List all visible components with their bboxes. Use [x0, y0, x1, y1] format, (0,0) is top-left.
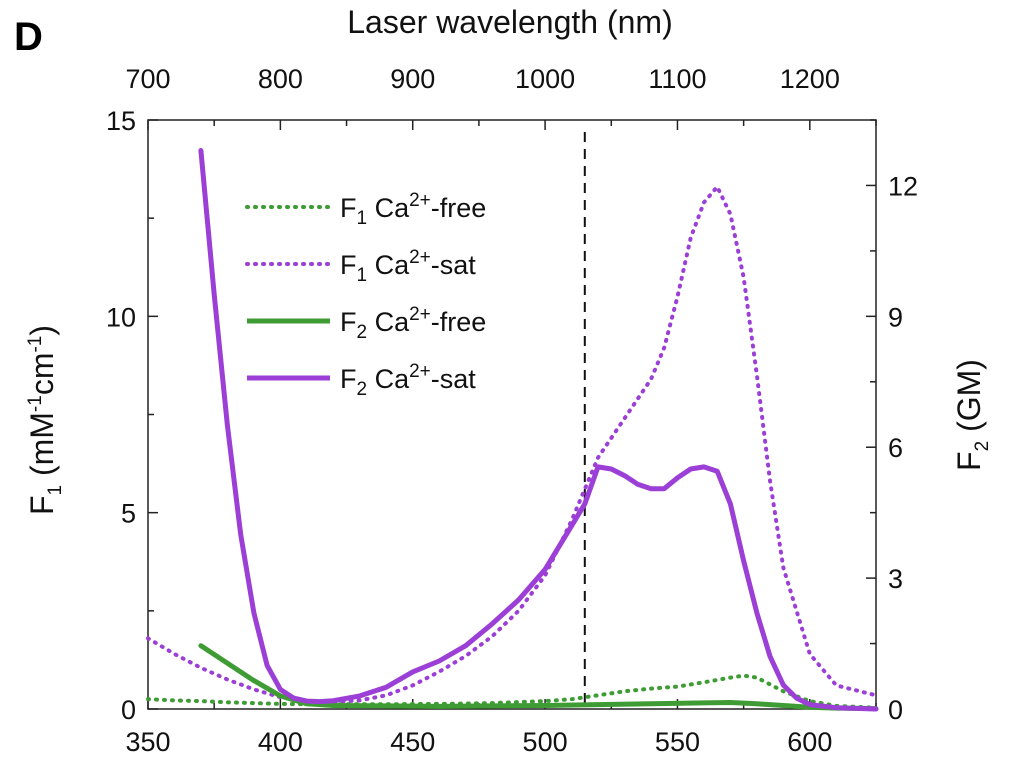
series-f2-ca-sat	[198, 148, 879, 712]
x-top-tick-label: 800	[258, 64, 303, 94]
legend-label-f1-sat: F1 Ca2+-sat	[340, 247, 476, 286]
y-left-tick-label: 10	[106, 302, 136, 332]
legend-item-f1-sat: F1 Ca2+-sat	[245, 247, 476, 286]
data-series	[146, 132, 879, 712]
legend-label-f1-free: F1 Ca2+-free	[340, 190, 486, 229]
y-right-axis-title: F2 (GM)	[951, 359, 993, 471]
y-left-tick-label: 15	[106, 106, 136, 136]
x-bottom-tick-label: 600	[787, 727, 832, 757]
x-bottom-tick-label: 450	[390, 727, 435, 757]
x-bottom-tick-label: 500	[523, 727, 568, 757]
legend-label-f2-free: F2 Ca2+-free	[340, 304, 486, 343]
x-top-tick-label: 1200	[780, 64, 840, 94]
series-f2-ca-free	[198, 643, 879, 712]
y-right-tick-label: 3	[888, 564, 903, 594]
x-top-tick-label: 700	[125, 64, 170, 94]
y-left-tick-label: 0	[121, 695, 136, 725]
series-f1-ca-free	[146, 673, 878, 710]
y-left-tick-label: 5	[121, 499, 136, 529]
y-left-axis-title: F1 (mM-1cm-1)	[24, 325, 66, 515]
legend-item-f2-sat: F2 Ca2+-sat	[247, 361, 476, 400]
x-bottom-tick-label: 550	[655, 727, 700, 757]
x-top-tick-label: 900	[390, 64, 435, 94]
y-right-tick-label: 12	[888, 171, 918, 201]
legend-item-f2-free: F2 Ca2+-free	[247, 304, 486, 343]
x-top-tick-label: 1000	[515, 64, 575, 94]
y-right-tick-label: 9	[888, 302, 903, 332]
legend-item-f1-free: F1 Ca2+-free	[245, 190, 486, 229]
x-top-tick-label: 1100	[648, 64, 706, 94]
x-bottom-tick-label: 400	[258, 727, 303, 757]
x-top-axis-title: Laser wavelength (nm)	[347, 4, 672, 40]
y-right-tick-label: 0	[888, 695, 903, 725]
panel-label: D	[14, 15, 43, 59]
x-bottom-tick-label: 350	[125, 727, 170, 757]
legend-label-f2-sat: F2 Ca2+-sat	[340, 361, 476, 400]
y-right-tick-label: 6	[888, 433, 903, 463]
legend: F1 Ca2+-free F1 Ca2+-sat F2 Ca2+-free F2…	[245, 190, 486, 400]
